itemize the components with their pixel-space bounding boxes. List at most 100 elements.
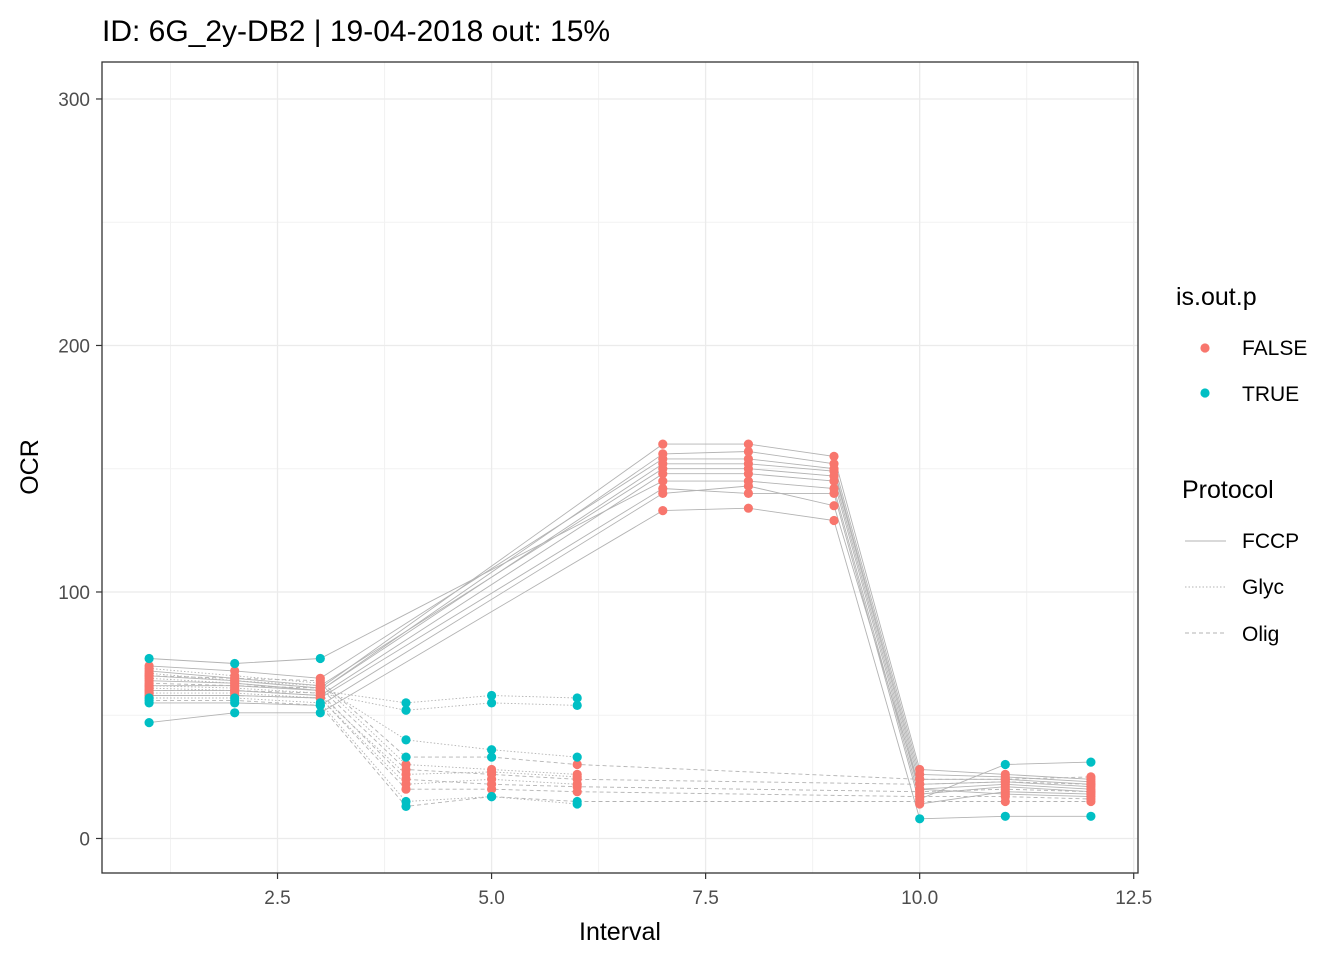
data-point-true [401, 752, 411, 762]
data-point-false [401, 774, 411, 784]
series-line-glyc [149, 677, 578, 704]
data-point-false [829, 515, 839, 526]
data-point-true [401, 705, 411, 715]
series-line-glyc [149, 697, 578, 805]
y-tick-label: 300 [58, 90, 90, 111]
y-tick-label: 100 [58, 583, 90, 604]
data-point-true [144, 653, 154, 664]
data-point-true [144, 718, 154, 728]
data-point-true [1086, 811, 1096, 821]
data-point-false [1086, 779, 1096, 789]
data-point-true [487, 752, 497, 762]
data-point-true [144, 695, 154, 706]
data-point-false [829, 501, 839, 511]
legend-protocol: Protocol FCCP Glyc Olig [1182, 476, 1299, 646]
data-point-true [487, 690, 497, 701]
data-point-true [915, 814, 925, 824]
data-point-true [572, 700, 582, 711]
x-tick-label: 7.5 [692, 888, 718, 909]
data-point-true [401, 735, 411, 745]
data-point-false [743, 503, 754, 513]
data-point-false [743, 446, 754, 457]
data-point-false [658, 506, 668, 516]
x-axis-label: Interval [579, 918, 661, 946]
data-point-true [1000, 811, 1010, 821]
data-point-true [315, 653, 325, 664]
legend-label-fccp: FCCP [1242, 530, 1299, 553]
data-point-true [230, 695, 240, 706]
data-point-false [743, 481, 754, 491]
data-point-false [743, 488, 754, 498]
x-tick-label: 2.5 [264, 888, 290, 909]
legend-color-title: is.out.p [1176, 283, 1257, 311]
series-line-olig [149, 682, 1091, 785]
x-tick-label: 5.0 [478, 888, 504, 909]
chart-title: ID: 6G_2y-DB2 | 19-04-2018 out: 15% [102, 15, 610, 48]
data-point-false [1086, 796, 1096, 807]
data-point-true [572, 752, 582, 762]
data-point-false [230, 673, 240, 683]
data-point-true [401, 698, 411, 708]
grid-lines [102, 62, 1138, 873]
data-point-false [1086, 772, 1096, 782]
legend-color: is.out.p FALSE TRUE [1176, 283, 1307, 406]
data-point-false [829, 451, 839, 461]
plot-panel [102, 62, 1138, 873]
data-point-false [915, 796, 925, 807]
data-point-false [829, 476, 839, 486]
data-point-false [658, 469, 668, 479]
data-point-false [144, 678, 154, 688]
series-line-glyc [149, 685, 578, 711]
data-point-false [401, 784, 411, 794]
legend-label-false: FALSE [1242, 337, 1307, 360]
data-point-false [658, 439, 668, 449]
data-point-false [315, 676, 325, 686]
data-points [144, 439, 1096, 824]
legend-label-glyc: Glyc [1242, 576, 1284, 599]
data-point-false [743, 469, 754, 479]
data-point-false [144, 671, 154, 681]
data-point-true [487, 698, 497, 708]
data-point-true [1086, 757, 1096, 767]
data-point-false [1000, 784, 1010, 794]
y-tick-label: 200 [58, 336, 90, 357]
data-point-false [572, 774, 582, 784]
data-point-false [915, 779, 925, 789]
data-point-false [572, 759, 582, 770]
data-point-true [315, 700, 325, 711]
x-tick-label: 12.5 [1115, 888, 1152, 909]
x-tick-label: 10.0 [901, 888, 938, 909]
data-point-false [572, 787, 582, 797]
y-axis-label: OCR [16, 439, 44, 495]
data-point-false [658, 488, 668, 498]
data-point-false [401, 764, 411, 775]
data-point-false [743, 439, 754, 449]
data-point-false [1086, 787, 1096, 797]
data-point-true [230, 658, 240, 669]
data-point-false [487, 784, 497, 794]
legend-key-false-dot [1200, 343, 1210, 353]
data-point-false [487, 769, 497, 780]
series-line-olig [149, 699, 1091, 807]
plot-border [101, 61, 1139, 874]
data-point-false [658, 476, 668, 486]
y-tick-label: 0 [79, 829, 90, 850]
data-point-true [401, 801, 411, 812]
data-point-true [487, 745, 497, 755]
data-point-true [487, 792, 497, 802]
legend-label-olig: Olig [1242, 623, 1279, 646]
data-point-true [230, 708, 240, 718]
legend-protocol-title: Protocol [1182, 476, 1274, 504]
data-point-false [1000, 796, 1010, 807]
data-point-true [1000, 759, 1010, 770]
legend-key-true-dot [1200, 388, 1210, 398]
data-point-false [1000, 777, 1010, 787]
axis-ticks: 2.5 5.0 7.5 10.0 12.5 0 100 200 300 [58, 90, 1152, 909]
data-point-false [144, 663, 154, 674]
data-point-true [572, 796, 582, 807]
series-line-glyc [149, 692, 578, 785]
data-point-true [572, 693, 582, 703]
data-point-false [829, 488, 839, 498]
data-point-true [315, 708, 325, 718]
